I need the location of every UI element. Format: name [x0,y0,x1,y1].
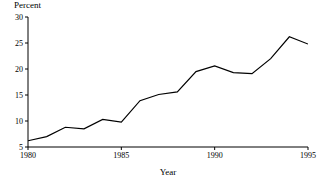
svg-text:5: 5 [19,143,23,152]
svg-text:1985: 1985 [113,151,129,160]
svg-text:30: 30 [15,13,23,22]
svg-text:1990: 1990 [207,151,223,160]
svg-text:Year: Year [160,167,177,177]
svg-text:1980: 1980 [20,151,36,160]
svg-text:25: 25 [15,39,23,48]
html-text:Percent: Percent [14,0,41,10]
svg-text:20: 20 [15,65,23,74]
svg-text:10: 10 [15,117,23,126]
svg-text:1995: 1995 [300,151,315,160]
svg-text:15: 15 [15,91,23,100]
